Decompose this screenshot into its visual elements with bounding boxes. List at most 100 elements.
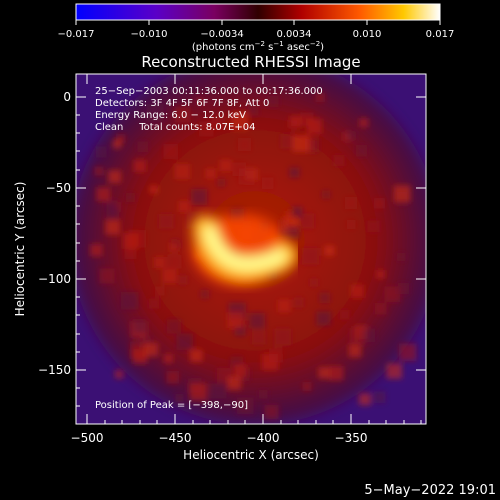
image-texture-cell: [116, 134, 126, 144]
image-texture-cell: [355, 145, 368, 157]
image-texture-cell: [274, 328, 292, 346]
image-texture-cell: [277, 299, 291, 313]
image-texture-cell: [316, 311, 331, 326]
image-texture-cell: [90, 243, 103, 257]
x-axis-label: Heliocentric X (arcsec): [183, 448, 319, 462]
image-texture-cell: [251, 330, 266, 345]
image-texture-cell: [350, 284, 365, 298]
image-texture-cell: [234, 324, 246, 336]
image-texture-cell: [174, 163, 190, 180]
image-texture-cell: [348, 344, 362, 358]
image-texture-cell: [339, 309, 350, 320]
image-texture-cell: [144, 342, 159, 357]
image-texture-cell: [349, 328, 366, 345]
info-energy-range: Energy Range: 6.0 − 12.0 keV: [95, 110, 246, 121]
image-texture-cell: [374, 198, 385, 209]
image-texture-cell: [346, 219, 356, 229]
image-texture-cell: [306, 118, 322, 134]
image-texture-cell: [106, 200, 118, 213]
image-texture-cell: [293, 297, 304, 308]
image-texture-cell: [210, 383, 227, 399]
image-texture-cell: [345, 197, 357, 210]
colorbar-tick: −0.0034: [200, 29, 243, 40]
image-texture-cell: [393, 185, 411, 202]
image-texture-cell: [149, 185, 158, 194]
image-texture-cell: [132, 319, 147, 334]
info-detectors: Detectors: 3F 4F 5F 6F 7F 8F, Att 0: [95, 98, 269, 109]
image-texture-cell: [123, 233, 139, 249]
image-texture-cell: [249, 312, 266, 329]
colorbar-tick: 0.010: [353, 29, 382, 40]
image-texture-cell: [94, 166, 104, 176]
image-texture-cell: [200, 289, 210, 299]
image-texture-cell: [120, 291, 139, 310]
image-texture-cell: [238, 168, 255, 185]
image-texture-cell: [124, 246, 137, 260]
image-texture-cell: [328, 366, 344, 381]
image-texture-cell: [227, 376, 242, 390]
image-texture-cell: [178, 200, 190, 213]
image-texture-cell: [96, 187, 111, 202]
image-texture-cell: [236, 397, 254, 415]
image-texture-cell: [319, 292, 331, 304]
image-texture-cell: [238, 138, 251, 151]
image-texture-cell: [288, 119, 298, 129]
colorbar-tick: −0.017: [57, 29, 94, 40]
image-texture-cell: [163, 353, 174, 364]
image-texture-cell: [155, 286, 165, 296]
image-texture-cell: [264, 404, 279, 420]
image-texture-cell: [166, 319, 182, 334]
info-time-range: 25−Sep−2003 00:11:36.000 to 00:17:36.000: [95, 86, 323, 97]
image-texture-cell: [248, 104, 259, 116]
colorbar-tick: 0.017: [426, 29, 455, 40]
image-texture-cell: [397, 252, 406, 261]
image-texture-cell: [333, 154, 345, 167]
image-texture-cell: [167, 255, 182, 269]
image-texture-cell: [219, 159, 232, 172]
image-texture-cell: [358, 393, 371, 406]
image-texture-cell: [148, 298, 160, 309]
image-texture-cell: [285, 210, 295, 220]
y-tick-label: −150: [38, 363, 71, 377]
image-texture-cell: [258, 389, 268, 399]
image-texture-cell: [169, 242, 179, 252]
image-texture-cell: [146, 104, 164, 122]
colorbar-tick: −0.010: [130, 29, 167, 40]
image-texture-cell: [286, 226, 300, 239]
image-texture-cell: [230, 112, 249, 130]
image-texture-cell: [399, 343, 417, 361]
image-texture-cell: [132, 349, 148, 365]
y-axis-label: Heliocentric Y (arcsec): [13, 182, 27, 317]
peak-position: Position of Peak = [−398,−90]: [95, 400, 248, 411]
image-texture-cell: [321, 190, 331, 199]
image-texture-cell: [345, 130, 356, 141]
image-texture-cell: [95, 146, 107, 158]
y-tick-label: −50: [46, 181, 71, 195]
image-texture-cell: [217, 178, 226, 187]
image-texture-cell: [292, 134, 310, 152]
image-texture-cell: [105, 219, 121, 235]
plot-frame: [75, 73, 427, 425]
image-texture-cell: [114, 369, 124, 379]
image-texture-cell: [261, 177, 274, 189]
image-texture-cell: [289, 167, 300, 178]
image-texture-cell: [137, 141, 149, 153]
image-texture-cell: [268, 348, 283, 363]
image-texture-cell: [375, 303, 387, 315]
image-texture-cell: [198, 121, 214, 137]
image-texture-cell: [397, 282, 410, 295]
image-texture-cell: [176, 333, 194, 350]
image-texture-cell: [163, 144, 179, 159]
rhessi-image: [76, 74, 426, 424]
colorbar-tick: 0.0034: [277, 29, 312, 40]
image-texture-cell: [291, 206, 303, 218]
image-texture-cell: [108, 170, 122, 184]
image-texture-cell: [126, 193, 136, 203]
image-texture-cell: [367, 220, 380, 233]
y-tick-label: −100: [38, 272, 71, 286]
image-texture-cell: [174, 106, 191, 123]
image-texture-cell: [112, 139, 122, 149]
y-tick-label: 0: [63, 90, 71, 104]
colorbar-units: (photons cm−2 s−1 asec−2): [192, 40, 324, 53]
